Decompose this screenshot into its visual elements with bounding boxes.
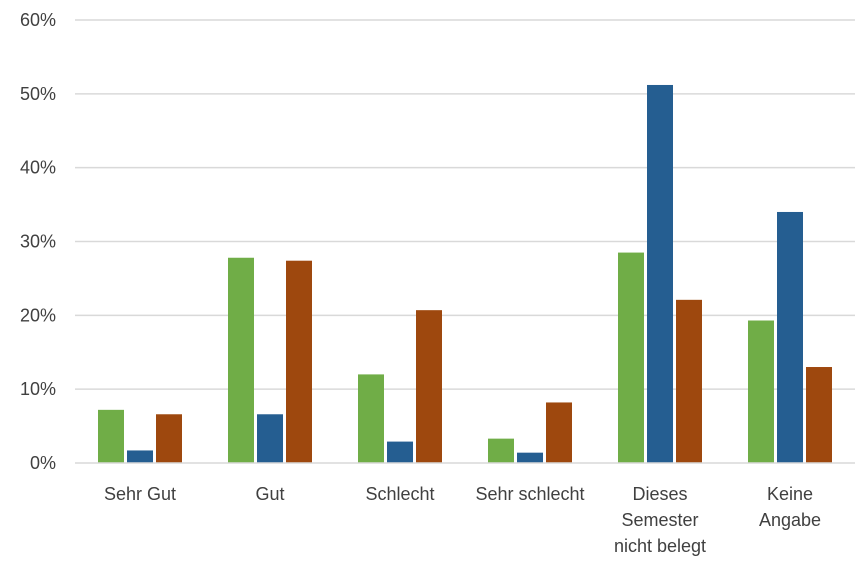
bar <box>647 84 673 464</box>
x-tick-label: Keine Angabe <box>759 484 821 530</box>
bar <box>387 441 413 463</box>
x-axis-labels: Sehr Gut Gut Schlecht Sehr schlecht Dieses Se… <box>104 484 821 556</box>
bar <box>777 211 803 463</box>
bar <box>546 402 572 463</box>
gridlines <box>75 19 855 390</box>
bar <box>676 299 702 463</box>
x-tick-label: Dieses Semester nicht belegt <box>614 484 706 556</box>
bar <box>286 260 312 463</box>
y-axis-ticks: 0% 10% 20% 30% 40% 50% 60% <box>20 10 56 473</box>
bar <box>98 409 124 463</box>
bar <box>127 450 153 463</box>
x-tick-label: Gut <box>255 484 284 504</box>
y-tick-label: 40% <box>20 158 56 178</box>
bars <box>98 84 832 464</box>
x-tick-label: Schlecht <box>365 484 434 504</box>
x-tick-label: Sehr schlecht <box>475 484 584 504</box>
bar <box>358 374 384 463</box>
bar <box>748 320 774 463</box>
y-tick-label: 30% <box>20 232 56 252</box>
bar <box>517 452 543 463</box>
bar <box>228 257 254 463</box>
bar <box>257 414 283 463</box>
bar <box>156 414 182 463</box>
bar <box>488 438 514 463</box>
bar <box>416 310 442 463</box>
y-tick-label: 60% <box>20 10 56 30</box>
y-tick-label: 10% <box>20 379 56 399</box>
y-tick-label: 0% <box>30 453 56 473</box>
x-tick-label: Sehr Gut <box>104 484 176 504</box>
bar <box>806 367 832 463</box>
y-tick-label: 50% <box>20 84 56 104</box>
y-tick-label: 20% <box>20 305 56 325</box>
bar <box>618 252 644 463</box>
